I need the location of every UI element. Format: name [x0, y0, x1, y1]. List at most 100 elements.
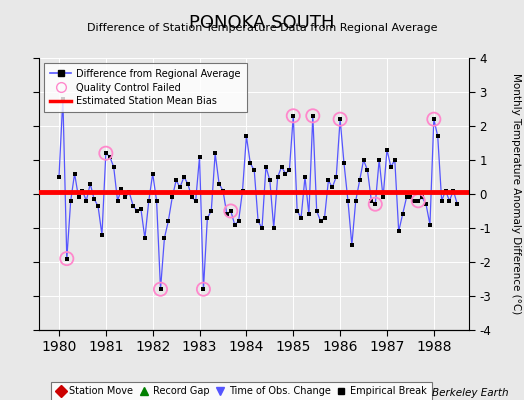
Point [430, 116, 438, 122]
Point [387, 164, 395, 170]
Point [176, 184, 184, 190]
Point [98, 232, 106, 238]
Point [188, 194, 196, 200]
Point [383, 146, 391, 153]
Point [371, 201, 379, 207]
Point [121, 194, 129, 200]
Text: Difference of Station Temperature Data from Regional Average: Difference of Station Temperature Data f… [87, 23, 437, 33]
Point [125, 189, 134, 196]
Point [316, 218, 325, 224]
Point [105, 153, 114, 160]
Point [211, 150, 220, 156]
Point [110, 164, 118, 170]
Point [281, 170, 290, 177]
Point [137, 206, 145, 212]
Point [219, 187, 227, 194]
Point [277, 164, 286, 170]
Point [297, 214, 305, 221]
Point [102, 150, 110, 156]
Point [324, 177, 333, 184]
Point [367, 198, 376, 204]
Point [67, 198, 75, 204]
Point [102, 150, 110, 156]
Point [379, 194, 387, 200]
Point [207, 208, 215, 214]
Point [418, 194, 427, 200]
Point [371, 201, 379, 207]
Point [344, 198, 352, 204]
Point [289, 112, 298, 119]
Point [355, 177, 364, 184]
Point [433, 133, 442, 139]
Point [406, 194, 414, 200]
Point [254, 218, 263, 224]
Point [246, 160, 255, 166]
Point [430, 116, 438, 122]
Point [203, 214, 212, 221]
Point [152, 198, 161, 204]
Point [390, 157, 399, 163]
Point [94, 203, 102, 209]
Point [164, 218, 172, 224]
Point [336, 116, 344, 122]
Point [226, 208, 235, 214]
Point [160, 235, 169, 241]
Point [352, 198, 360, 204]
Point [199, 286, 208, 292]
Point [145, 198, 153, 204]
Point [328, 184, 336, 190]
Point [55, 174, 63, 180]
Point [309, 112, 317, 119]
Point [301, 174, 309, 180]
Point [312, 208, 321, 214]
Point [441, 187, 450, 194]
Y-axis label: Monthly Temperature Anomaly Difference (°C): Monthly Temperature Anomaly Difference (… [511, 73, 521, 315]
Point [336, 116, 344, 122]
Point [168, 194, 177, 200]
Point [269, 225, 278, 231]
Point [289, 112, 298, 119]
Point [62, 255, 71, 262]
Point [74, 194, 83, 200]
Point [156, 286, 165, 292]
Point [86, 180, 94, 187]
Point [293, 208, 301, 214]
Point [148, 170, 157, 177]
Point [320, 214, 329, 221]
Point [62, 255, 71, 262]
Point [422, 201, 430, 207]
Point [402, 194, 411, 200]
Point [309, 112, 317, 119]
Point [250, 167, 258, 173]
Point [449, 187, 457, 194]
Point [156, 286, 165, 292]
Point [414, 198, 422, 204]
Point [347, 242, 356, 248]
Point [359, 157, 368, 163]
Point [238, 187, 247, 194]
Point [133, 208, 141, 214]
Point [426, 221, 434, 228]
Point [414, 198, 422, 204]
Point [90, 196, 99, 202]
Point [262, 164, 270, 170]
Point [332, 174, 341, 180]
Legend: Station Move, Record Gap, Time of Obs. Change, Empirical Break: Station Move, Record Gap, Time of Obs. C… [51, 382, 432, 400]
Point [363, 167, 372, 173]
Point [82, 198, 91, 204]
Point [59, 96, 67, 102]
Point [231, 221, 239, 228]
Point [223, 211, 231, 218]
Point [117, 186, 126, 192]
Point [445, 198, 454, 204]
Point [395, 228, 403, 234]
Point [70, 170, 79, 177]
Point [258, 225, 266, 231]
Text: Berkeley Earth: Berkeley Earth [432, 388, 508, 398]
Point [129, 203, 137, 209]
Point [234, 218, 243, 224]
Point [180, 174, 188, 180]
Point [453, 201, 462, 207]
Point [340, 160, 348, 166]
Point [191, 198, 200, 204]
